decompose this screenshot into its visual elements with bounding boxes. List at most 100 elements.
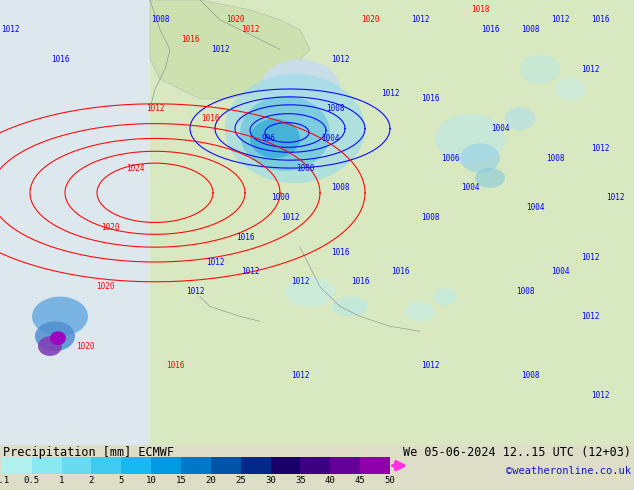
Text: 1018: 1018 xyxy=(471,5,489,14)
Text: 1012: 1012 xyxy=(551,15,569,24)
Text: 1012: 1012 xyxy=(241,268,259,276)
Text: 1004: 1004 xyxy=(551,268,569,276)
Text: 25: 25 xyxy=(235,476,246,485)
Bar xyxy=(32,457,61,474)
Text: 1012: 1012 xyxy=(210,45,230,54)
Text: 1000: 1000 xyxy=(271,193,289,202)
Text: 50: 50 xyxy=(385,476,395,485)
Text: 1024: 1024 xyxy=(126,164,145,172)
Bar xyxy=(2,457,32,474)
Bar xyxy=(301,457,330,474)
Text: 1016: 1016 xyxy=(481,25,499,34)
Text: 40: 40 xyxy=(325,476,335,485)
Text: 1012: 1012 xyxy=(146,104,164,113)
Text: 1016: 1016 xyxy=(351,277,369,286)
Text: 1006: 1006 xyxy=(441,154,459,163)
Ellipse shape xyxy=(475,168,505,188)
Bar xyxy=(61,457,91,474)
Polygon shape xyxy=(150,0,310,99)
Text: 15: 15 xyxy=(176,476,186,485)
Text: 1016: 1016 xyxy=(165,361,184,370)
Bar xyxy=(330,457,360,474)
Text: 1004: 1004 xyxy=(491,124,509,133)
Text: 1012: 1012 xyxy=(411,15,429,24)
Ellipse shape xyxy=(460,144,500,173)
Text: 20: 20 xyxy=(205,476,216,485)
Text: 1000: 1000 xyxy=(295,164,314,172)
Text: 1012: 1012 xyxy=(581,65,599,74)
Ellipse shape xyxy=(240,96,330,171)
Text: 996: 996 xyxy=(261,134,275,143)
Text: 1012: 1012 xyxy=(381,90,399,98)
Ellipse shape xyxy=(260,59,340,119)
Text: 30: 30 xyxy=(265,476,276,485)
Text: 1012: 1012 xyxy=(581,312,599,321)
Text: 1020: 1020 xyxy=(101,223,119,232)
Text: 1012: 1012 xyxy=(331,55,349,64)
Text: 1008: 1008 xyxy=(546,154,564,163)
Ellipse shape xyxy=(433,288,457,305)
Text: 1016: 1016 xyxy=(181,35,199,44)
Text: 1012: 1012 xyxy=(581,252,599,262)
Text: 1012: 1012 xyxy=(591,391,609,400)
Text: 1004: 1004 xyxy=(461,183,479,193)
Text: 1012: 1012 xyxy=(241,25,259,34)
Text: 1012: 1012 xyxy=(421,361,439,370)
Text: 0.1: 0.1 xyxy=(0,476,10,485)
Text: 1008: 1008 xyxy=(421,213,439,222)
Text: 1008: 1008 xyxy=(521,25,540,34)
Text: 1016: 1016 xyxy=(421,95,439,103)
Text: 1008: 1008 xyxy=(521,371,540,380)
Text: 1020: 1020 xyxy=(75,342,94,350)
Text: ©weatheronline.co.uk: ©weatheronline.co.uk xyxy=(506,466,631,476)
Text: 1012: 1012 xyxy=(291,277,309,286)
Text: 1004: 1004 xyxy=(526,203,544,212)
Text: 1004: 1004 xyxy=(321,134,339,143)
Text: 1012: 1012 xyxy=(291,371,309,380)
Bar xyxy=(271,457,301,474)
Ellipse shape xyxy=(225,74,365,183)
Ellipse shape xyxy=(285,277,335,307)
Ellipse shape xyxy=(435,114,505,163)
Text: 1008: 1008 xyxy=(326,104,344,113)
Text: 1008: 1008 xyxy=(331,183,349,193)
Bar xyxy=(121,457,151,474)
Text: 1012: 1012 xyxy=(186,287,204,296)
Text: 1012: 1012 xyxy=(206,258,224,267)
Ellipse shape xyxy=(32,296,88,336)
Text: 2: 2 xyxy=(89,476,94,485)
Text: Precipitation [mm] ECMWF: Precipitation [mm] ECMWF xyxy=(3,446,174,459)
Text: 35: 35 xyxy=(295,476,306,485)
Text: 1020: 1020 xyxy=(96,282,114,291)
Text: 1016: 1016 xyxy=(391,268,410,276)
Bar xyxy=(181,457,211,474)
Text: 1012: 1012 xyxy=(1,25,19,34)
Text: 1008: 1008 xyxy=(151,15,169,24)
Ellipse shape xyxy=(520,54,560,84)
Bar xyxy=(360,457,390,474)
Ellipse shape xyxy=(250,119,300,158)
Bar xyxy=(91,457,121,474)
Text: 1016: 1016 xyxy=(51,55,69,64)
Text: 1016: 1016 xyxy=(591,15,609,24)
Text: 1: 1 xyxy=(59,476,64,485)
Text: 1012: 1012 xyxy=(591,144,609,153)
Ellipse shape xyxy=(555,77,585,101)
Ellipse shape xyxy=(405,301,435,321)
Text: 1020: 1020 xyxy=(226,15,244,24)
Text: We 05-06-2024 12..15 UTC (12+03): We 05-06-2024 12..15 UTC (12+03) xyxy=(403,446,631,459)
Text: 1008: 1008 xyxy=(515,287,534,296)
Text: 1016: 1016 xyxy=(236,233,254,242)
Bar xyxy=(151,457,181,474)
Ellipse shape xyxy=(35,321,75,351)
Text: 1020: 1020 xyxy=(361,15,379,24)
Text: 1012: 1012 xyxy=(281,213,299,222)
Bar xyxy=(150,0,634,445)
Text: 1016: 1016 xyxy=(201,114,219,123)
Ellipse shape xyxy=(505,107,535,130)
Text: 45: 45 xyxy=(354,476,365,485)
Text: 1016: 1016 xyxy=(331,247,349,257)
Bar xyxy=(241,457,271,474)
Text: 5: 5 xyxy=(119,476,124,485)
Bar xyxy=(211,457,241,474)
